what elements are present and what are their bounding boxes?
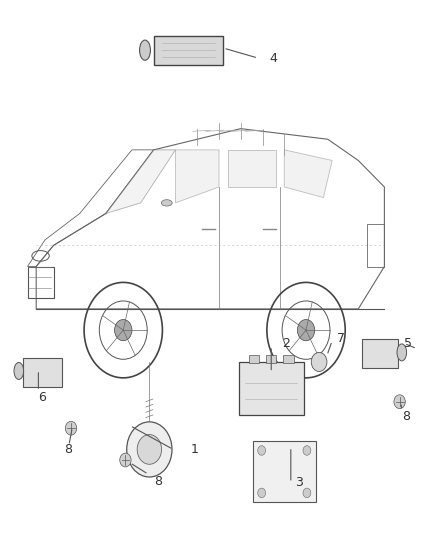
Bar xyxy=(283,355,294,363)
Circle shape xyxy=(258,488,265,498)
Text: 8: 8 xyxy=(64,443,73,456)
Circle shape xyxy=(137,434,162,464)
Circle shape xyxy=(120,453,131,467)
Bar xyxy=(28,266,53,298)
Text: 5: 5 xyxy=(404,337,412,350)
Circle shape xyxy=(394,395,405,409)
Text: 4: 4 xyxy=(269,52,277,64)
Bar xyxy=(367,224,385,266)
Bar xyxy=(239,362,304,415)
Text: 8: 8 xyxy=(402,409,410,423)
Bar xyxy=(154,36,223,65)
Circle shape xyxy=(311,352,327,372)
Polygon shape xyxy=(228,150,276,187)
Bar xyxy=(266,355,276,363)
Circle shape xyxy=(115,319,132,341)
Circle shape xyxy=(297,319,315,341)
Circle shape xyxy=(127,422,172,477)
Circle shape xyxy=(303,446,311,455)
Ellipse shape xyxy=(397,344,406,361)
Circle shape xyxy=(258,446,265,455)
Text: 7: 7 xyxy=(336,332,345,344)
Circle shape xyxy=(303,488,311,498)
Ellipse shape xyxy=(140,40,150,60)
Polygon shape xyxy=(176,150,219,203)
Text: 2: 2 xyxy=(282,337,290,350)
Bar xyxy=(23,358,62,387)
Text: 6: 6 xyxy=(39,392,46,405)
Polygon shape xyxy=(106,150,176,214)
Text: 3: 3 xyxy=(295,477,303,489)
Bar xyxy=(249,355,259,363)
Bar xyxy=(362,339,398,368)
Ellipse shape xyxy=(161,200,172,206)
Polygon shape xyxy=(284,150,332,198)
Circle shape xyxy=(65,421,77,435)
Text: 1: 1 xyxy=(191,443,198,456)
Text: 8: 8 xyxy=(154,475,162,488)
Bar xyxy=(253,441,316,503)
Ellipse shape xyxy=(14,362,24,379)
